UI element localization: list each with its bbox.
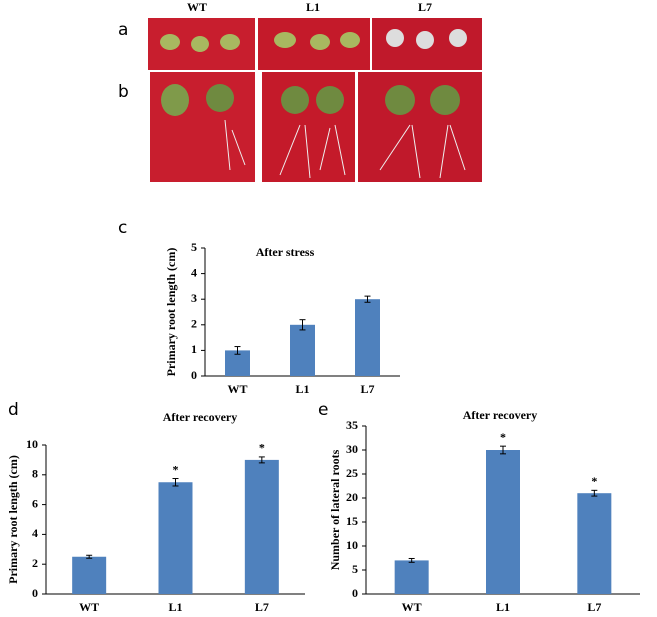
y-tick-label: 5 [352,562,358,576]
x-tick-label: L7 [587,600,601,614]
y-tick-label: 5 [191,240,197,254]
bar [394,560,429,594]
roots [224,119,466,179]
error-bar [234,346,241,355]
seedlings [160,29,467,116]
error-bar [86,554,93,559]
panel-label: a [118,20,128,40]
y-tick-label: 10 [346,538,358,552]
x-tick-label: WT [402,600,422,614]
y-tick-label: 0 [352,586,358,600]
chart-title: After stress [256,245,315,259]
error-bar [408,557,415,563]
significance-mark: * [500,430,506,444]
y-tick-label: 2 [191,317,197,331]
panel-label: c [118,218,127,238]
error-bar [591,489,598,497]
bar [577,493,612,594]
x-tick-label: L1 [496,600,510,614]
chart-title: After recovery [463,408,538,422]
x-tick-label: L7 [360,382,374,396]
bar [486,450,520,594]
x-tick-label: WT [227,382,247,396]
x-tick-label: WT [79,600,99,614]
y-tick-label: 1 [191,342,197,356]
bar [158,482,193,594]
y-axis-label: Number of lateral roots [328,449,342,570]
error-bar [364,295,371,303]
y-tick-label: 20 [346,490,358,504]
panel-label: d [8,400,19,420]
y-axis-label: Primary root length (cm) [6,455,20,584]
y-tick-label: 10 [26,437,38,451]
y-tick-label: 2 [32,556,38,570]
panel-label: e [318,400,328,420]
error-bar [258,456,265,464]
y-tick-label: 0 [32,586,38,600]
y-tick-label: 4 [32,526,38,540]
column-label: L1 [306,0,320,14]
significance-mark: * [259,441,265,455]
y-tick-label: 30 [346,442,358,456]
column-label: WT [187,0,207,14]
y-tick-label: 35 [346,418,358,432]
significance-mark: * [591,474,597,488]
error-bar [500,445,506,455]
y-tick-label: 15 [346,514,358,528]
bar [244,459,279,594]
chart-title: After recovery [163,410,238,424]
y-tick-label: 0 [191,368,197,382]
y-tick-label: 8 [32,467,38,481]
y-tick-label: 6 [32,496,38,510]
column-label: L7 [418,0,432,14]
y-tick-label: 25 [346,466,358,480]
photos [148,18,482,182]
x-tick-label: L7 [255,600,269,614]
error-bar [299,319,306,331]
y-tick-label: 3 [191,291,197,305]
panel-label: b [118,82,129,102]
significance-mark: * [173,462,179,476]
error-bar [172,478,179,487]
y-tick-label: 4 [191,265,197,279]
bar [355,299,380,376]
bar [72,556,107,594]
x-tick-label: L1 [168,600,182,614]
y-axis-label: Primary root length (cm) [164,248,178,377]
bar [290,324,315,376]
photo [358,72,482,182]
x-tick-label: L1 [295,382,309,396]
